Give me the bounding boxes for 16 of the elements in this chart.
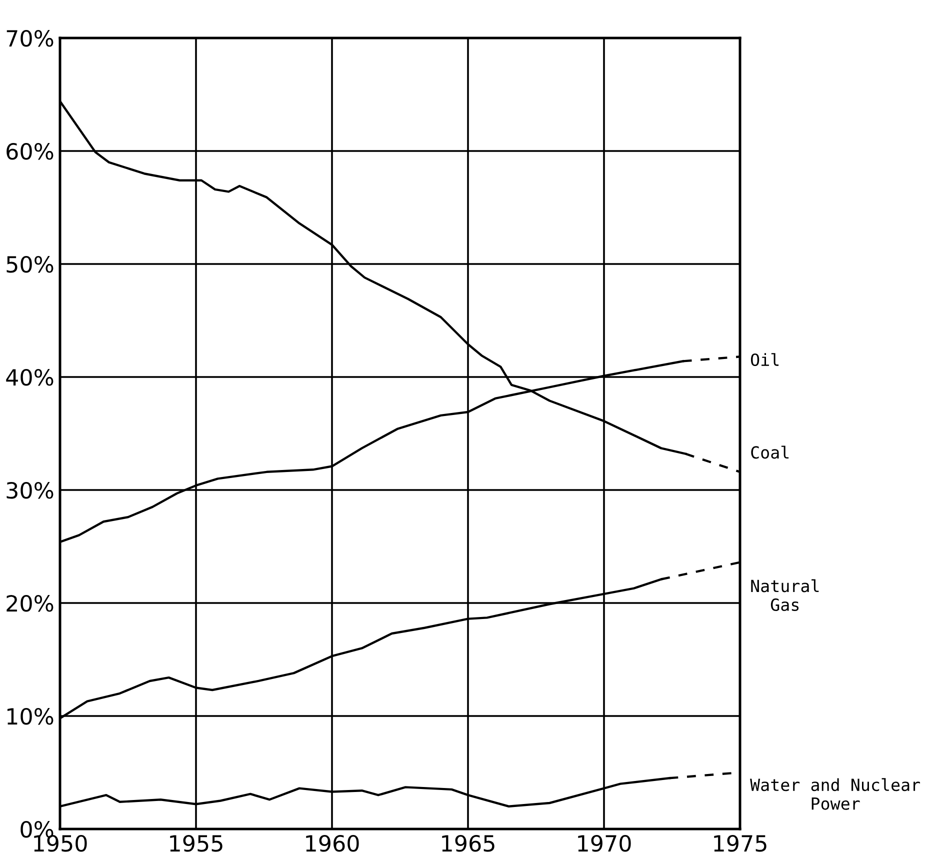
y-tick-label: 30% xyxy=(6,482,54,499)
x-tick-label: 1965 xyxy=(442,834,494,852)
x-tick-label: 1970 xyxy=(578,834,631,852)
y-tick-label: 10% xyxy=(7,708,54,725)
y-tick-label: 40% xyxy=(6,368,54,386)
x-tick-label: 1955 xyxy=(170,834,222,852)
y-tick-label: 20% xyxy=(6,594,54,612)
y-tick-label: 60% xyxy=(6,142,54,160)
y-tick-label: 70% xyxy=(6,30,54,47)
text: Water and Nuclear Power xyxy=(750,778,920,810)
text: Natural Gas xyxy=(751,579,819,612)
text: Coal xyxy=(751,446,789,459)
text: Oil xyxy=(750,353,779,366)
y-tick-label: 50% xyxy=(6,256,54,273)
x-tick-label: 1960 xyxy=(306,834,359,852)
x-tick-label: 1975 xyxy=(714,834,766,852)
